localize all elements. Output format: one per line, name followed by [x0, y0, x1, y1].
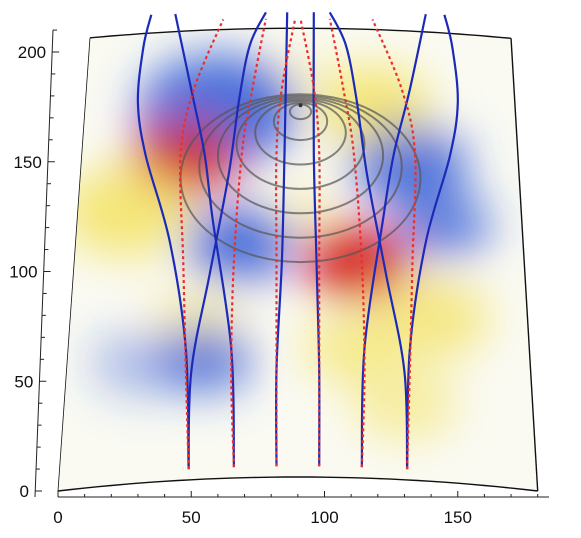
blue-ray-0 — [136, 14, 190, 470]
blue-ray-6 — [328, 11, 409, 470]
field-blob-10 — [303, 314, 400, 382]
y-tick-label-150: 150 — [13, 153, 41, 172]
sheet-left-edge — [57, 37, 91, 492]
contour-ring-2 — [254, 100, 347, 166]
field-blob-15 — [276, 188, 330, 226]
red-ray-0 — [179, 18, 225, 470]
contour-rings — [179, 93, 422, 264]
axes: 0 50 100 150 0 50 100 150 200 — [9, 29, 549, 527]
contour-ring-6 — [179, 93, 422, 264]
contour-ring-1 — [272, 101, 329, 142]
y-tick-label-100: 100 — [9, 263, 37, 282]
red-ray-group — [179, 18, 417, 470]
red-ray-3 — [299, 18, 321, 467]
source-point — [298, 103, 303, 108]
blue-ray-7 — [406, 14, 459, 470]
blue-ray-2 — [174, 13, 235, 468]
blue-ray-4 — [312, 12, 321, 467]
blue-ray-3 — [275, 12, 289, 467]
x-tick-label-100: 100 — [310, 508, 338, 527]
x-tick-label-150: 150 — [444, 508, 472, 527]
contour-ring-5 — [198, 94, 403, 239]
red-ray-4 — [328, 18, 366, 468]
field-blob-2 — [351, 124, 469, 207]
blue-ray-5 — [360, 13, 427, 468]
sheet-right-edge — [510, 38, 539, 492]
y-axis-line — [34, 29, 54, 498]
sheet-bottom-edge — [57, 476, 538, 492]
red-ray-2 — [275, 18, 297, 467]
sheet-top-edge — [89, 27, 512, 39]
y-tick-label-0: 0 — [20, 482, 29, 501]
blue-ray-group — [136, 11, 459, 470]
blue-ray-1 — [187, 11, 267, 470]
field-blob-8 — [396, 192, 493, 260]
field-blob-12 — [351, 366, 458, 442]
field-blob-13 — [89, 329, 186, 398]
y-tick-label-50: 50 — [14, 372, 33, 391]
x-tick-label-0: 0 — [53, 508, 62, 527]
contour-ring-3 — [235, 98, 366, 190]
x-tick-label-50: 50 — [182, 508, 201, 527]
field-blob-9 — [372, 277, 490, 360]
field-blob-7 — [303, 224, 410, 299]
y-tick-label-200: 200 — [18, 43, 46, 62]
red-ray-5 — [371, 18, 417, 470]
contour-ring-4 — [216, 96, 385, 215]
red-ray-1 — [230, 18, 267, 468]
